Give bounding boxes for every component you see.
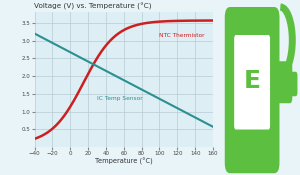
Text: E: E (244, 69, 261, 93)
Text: Voltage (V) vs. Temperature (°C): Voltage (V) vs. Temperature (°C) (34, 3, 152, 10)
FancyBboxPatch shape (225, 7, 280, 173)
FancyBboxPatch shape (268, 61, 292, 103)
Text: NTC Thermistor: NTC Thermistor (160, 33, 205, 38)
FancyBboxPatch shape (286, 72, 297, 96)
FancyBboxPatch shape (234, 35, 270, 130)
Text: IC Temp Sensor: IC Temp Sensor (97, 96, 142, 101)
X-axis label: Temperature (°C): Temperature (°C) (95, 158, 153, 166)
